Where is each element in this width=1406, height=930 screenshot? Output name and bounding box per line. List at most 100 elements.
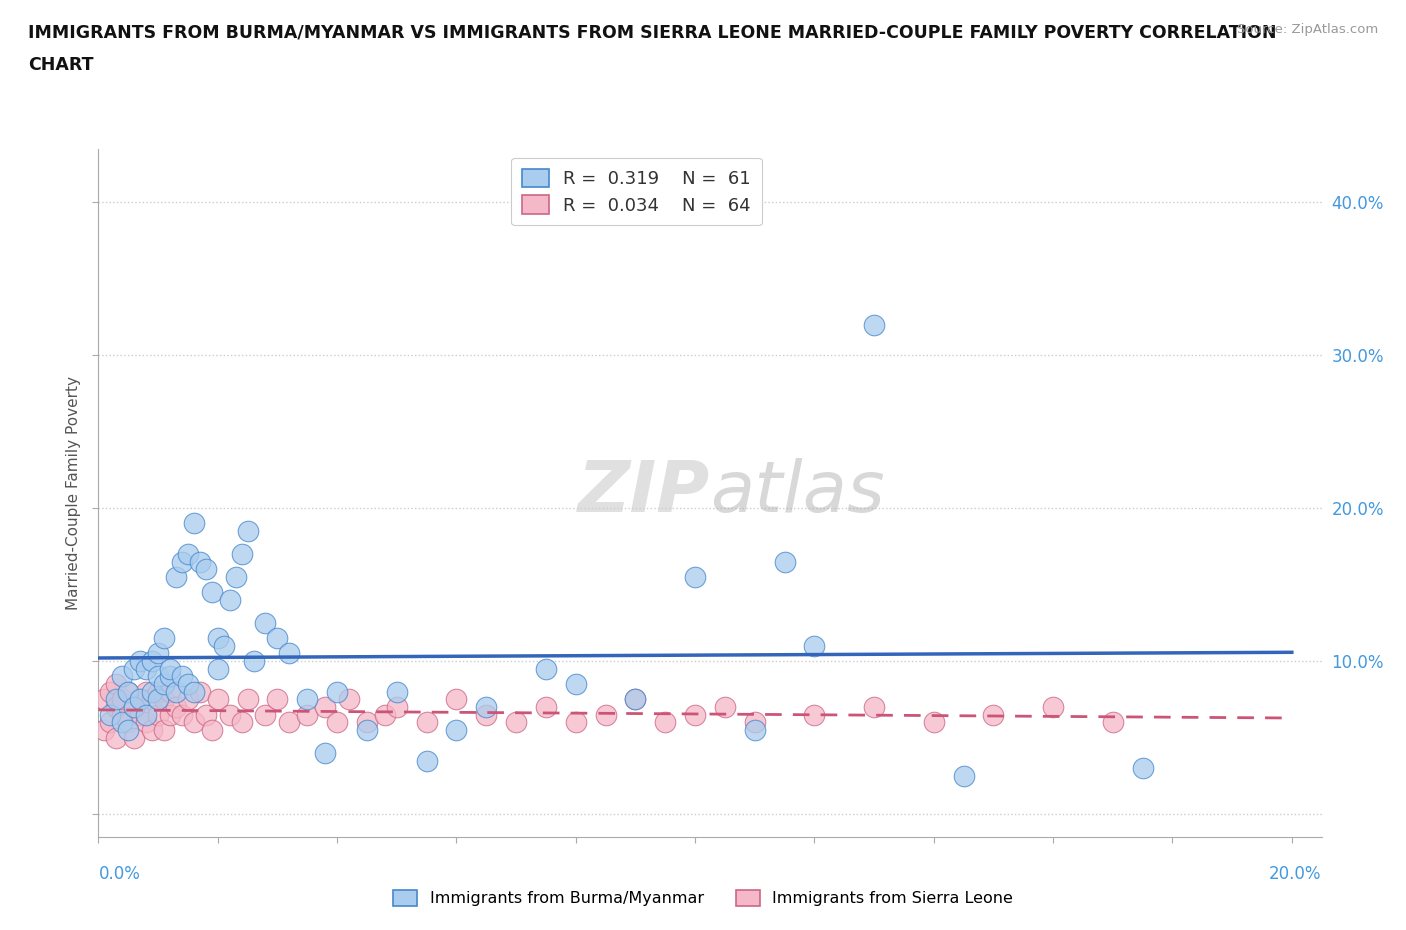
Point — [983, 707, 1005, 722]
Point — [105, 677, 128, 692]
Point — [122, 699, 145, 714]
Point — [122, 730, 145, 745]
Point — [135, 661, 157, 676]
Text: IMMIGRANTS FROM BURMA/MYANMAR VS IMMIGRANTS FROM SIERRA LEONE MARRIED-COUPLE FAM: IMMIGRANTS FROM BURMA/MYANMAR VS IMMIGRA… — [28, 23, 1277, 41]
Point — [1132, 761, 1154, 776]
Point — [98, 684, 121, 699]
Point — [159, 684, 181, 699]
Point — [254, 707, 277, 722]
Point — [254, 616, 277, 631]
Point — [225, 569, 247, 584]
Point — [565, 677, 588, 692]
Point — [337, 692, 360, 707]
Text: CHART: CHART — [28, 56, 94, 73]
Point — [170, 554, 193, 569]
Point — [105, 730, 128, 745]
Point — [314, 699, 336, 714]
Point — [326, 684, 349, 699]
Point — [297, 692, 319, 707]
Point — [356, 715, 378, 730]
Point — [129, 654, 152, 669]
Point — [117, 684, 139, 699]
Point — [212, 638, 235, 653]
Point — [446, 723, 468, 737]
Point — [117, 723, 139, 737]
Point — [952, 768, 974, 783]
Point — [111, 707, 134, 722]
Point — [314, 746, 336, 761]
Point — [374, 707, 396, 722]
Point — [170, 669, 193, 684]
Point — [266, 692, 288, 707]
Point — [683, 707, 706, 722]
Point — [218, 707, 240, 722]
Point — [146, 684, 169, 699]
Point — [111, 715, 134, 730]
Point — [446, 692, 468, 707]
Text: 20.0%: 20.0% — [1270, 865, 1322, 883]
Point — [624, 692, 647, 707]
Text: Source: ZipAtlas.com: Source: ZipAtlas.com — [1237, 23, 1378, 36]
Point — [183, 715, 205, 730]
Point — [505, 715, 527, 730]
Point — [93, 692, 115, 707]
Point — [105, 699, 128, 714]
Point — [177, 677, 200, 692]
Point — [122, 661, 145, 676]
Point — [218, 592, 240, 607]
Point — [744, 715, 766, 730]
Point — [744, 723, 766, 737]
Point — [683, 569, 706, 584]
Point — [863, 699, 886, 714]
Point — [534, 661, 557, 676]
Point — [534, 699, 557, 714]
Point — [201, 585, 224, 600]
Point — [129, 692, 152, 707]
Point — [194, 562, 217, 577]
Text: atlas: atlas — [710, 458, 884, 527]
Point — [141, 654, 163, 669]
Point — [183, 684, 205, 699]
Point — [170, 707, 193, 722]
Point — [129, 707, 152, 722]
Point — [141, 684, 163, 699]
Point — [595, 707, 617, 722]
Point — [385, 684, 408, 699]
Point — [93, 723, 115, 737]
Point — [922, 715, 945, 730]
Point — [278, 646, 301, 661]
Point — [135, 684, 157, 699]
Point — [475, 707, 498, 722]
Point — [111, 692, 134, 707]
Point — [98, 715, 121, 730]
Point — [356, 723, 378, 737]
Point — [146, 646, 169, 661]
Point — [863, 317, 886, 332]
Point — [297, 707, 319, 722]
Point — [117, 684, 139, 699]
Point — [153, 692, 176, 707]
Point — [624, 692, 647, 707]
Point — [165, 569, 187, 584]
Point — [177, 547, 200, 562]
Point — [773, 554, 796, 569]
Point — [415, 753, 437, 768]
Point — [188, 554, 211, 569]
Point — [188, 684, 211, 699]
Point — [475, 699, 498, 714]
Point — [803, 638, 825, 653]
Point — [129, 692, 152, 707]
Point — [122, 699, 145, 714]
Point — [159, 661, 181, 676]
Point — [207, 661, 229, 676]
Point — [714, 699, 737, 714]
Point — [159, 707, 181, 722]
Point — [565, 715, 588, 730]
Point — [141, 692, 163, 707]
Point — [1101, 715, 1123, 730]
Point — [146, 692, 169, 707]
Point — [153, 723, 176, 737]
Point — [98, 707, 121, 722]
Point — [165, 699, 187, 714]
Point — [654, 715, 676, 730]
